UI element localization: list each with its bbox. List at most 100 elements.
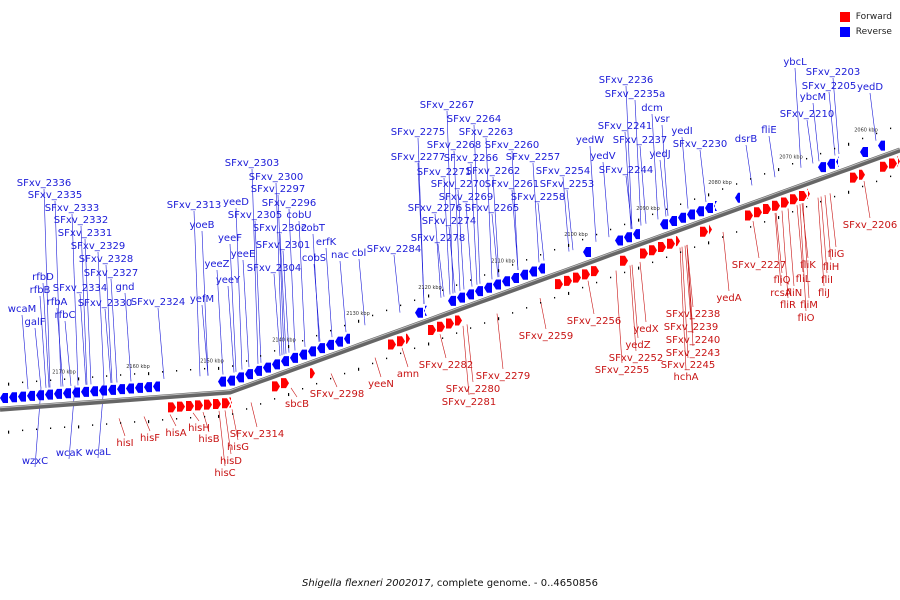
gene-label-sfxv-2261[interactable]: SFxv_2261: [485, 179, 539, 190]
gene-label-sfxv-2302[interactable]: SFxv_2302: [253, 223, 307, 234]
gene-label-sfxv-2277[interactable]: SFxv_2277: [391, 152, 445, 163]
gene-label-sfxv-2255[interactable]: SFxv_2255: [595, 365, 649, 376]
gene-label-sfxv-2210[interactable]: SFxv_2210: [780, 109, 834, 120]
gene-label-sfxv-2237[interactable]: SFxv_2237: [613, 135, 667, 146]
gene-label-yedz[interactable]: yedZ: [625, 340, 650, 351]
gene-label-sfxv-2243[interactable]: SFxv_2243: [666, 348, 720, 359]
gene-label-sfxv-2274[interactable]: SFxv_2274: [422, 216, 476, 227]
gene-label-flih[interactable]: fliH: [823, 262, 840, 273]
gene-label-vsr[interactable]: vsr: [654, 114, 670, 125]
gene-label-sfxv-2245[interactable]: SFxv_2245: [661, 360, 715, 371]
gene-label-hisg[interactable]: hisG: [227, 442, 249, 453]
gene-label-sfxv-2266[interactable]: SFxv_2266: [444, 153, 498, 164]
gene-label-sfxv-2263[interactable]: SFxv_2263: [459, 127, 513, 138]
gene-label-sfxv-2270[interactable]: SFxv_2270: [431, 179, 485, 190]
gene-label-sfxv-2297[interactable]: SFxv_2297: [251, 184, 305, 195]
gene-label-rfbb[interactable]: rfbB: [30, 285, 51, 296]
gene-label-sfxv-2236[interactable]: SFxv_2236: [599, 75, 653, 86]
gene-label-yeez[interactable]: yeeZ: [204, 259, 229, 270]
gene-label-cobu[interactable]: cobU: [286, 210, 311, 221]
gene-label-flig[interactable]: fliG: [828, 249, 845, 260]
gene-label-yeed[interactable]: yeeD: [223, 197, 249, 208]
gene-label-sfxv-2330[interactable]: SFxv_2330: [78, 298, 132, 309]
gene-label-sfxv-2278[interactable]: SFxv_2278: [411, 233, 465, 244]
gene-label-yeey[interactable]: yeeY: [216, 275, 241, 286]
gene-label-flij[interactable]: fliJ: [818, 288, 830, 299]
gene-label-hcha[interactable]: hchA: [673, 372, 698, 383]
gene-label-sfxv-2296[interactable]: SFxv_2296: [262, 198, 316, 209]
gene-label-sfxv-2258[interactable]: SFxv_2258: [511, 192, 565, 203]
gene-label-flik[interactable]: fliK: [800, 260, 816, 271]
gene-label-flio[interactable]: fliO: [798, 313, 815, 324]
gene-label-sfxv-2241[interactable]: SFxv_2241: [598, 121, 652, 132]
gene-label-yeda[interactable]: yedA: [716, 293, 741, 304]
gene-label-hisa[interactable]: hisA: [165, 428, 186, 439]
gene-label-sfxv-2269[interactable]: SFxv_2269: [439, 192, 493, 203]
gene-label-hisf[interactable]: hisF: [140, 433, 160, 444]
gene-label-sfxv-2314[interactable]: SFxv_2314: [230, 429, 284, 440]
gene-label-dcm[interactable]: dcm: [641, 103, 663, 114]
gene-label-sfxv-2313[interactable]: SFxv_2313: [167, 200, 221, 211]
gene-label-sfxv-2254[interactable]: SFxv_2254: [536, 166, 590, 177]
gene-label-sfxv-2257[interactable]: SFxv_2257: [506, 152, 560, 163]
gene-label-sfxv-2260[interactable]: SFxv_2260: [485, 140, 539, 151]
gene-label-sfxv-2333[interactable]: SFxv_2333: [45, 203, 99, 214]
gene-label-sfxv-2256[interactable]: SFxv_2256: [567, 316, 621, 327]
gene-label-sfxv-2301[interactable]: SFxv_2301: [256, 240, 310, 251]
gene-label-hisd[interactable]: hisD: [220, 456, 242, 467]
gene-label-yeef[interactable]: yeeF: [218, 233, 242, 244]
gene-label-wcam[interactable]: wcaM: [8, 304, 36, 315]
gene-label-amn[interactable]: amn: [397, 369, 419, 380]
gene-label-sfxv-2206[interactable]: SFxv_2206: [843, 220, 897, 231]
gene-label-cbl[interactable]: cbl: [352, 248, 367, 259]
gene-label-sfxv-2334[interactable]: SFxv_2334: [53, 283, 107, 294]
gene-label-sfxv-2298[interactable]: SFxv_2298: [310, 389, 364, 400]
gene-label-yedi[interactable]: yedI: [671, 126, 692, 137]
gene-label-sfxv-2332[interactable]: SFxv_2332: [54, 215, 108, 226]
gene-label-flir[interactable]: fliR: [780, 300, 796, 311]
gene-label-rfbc[interactable]: rfbC: [55, 310, 76, 321]
gene-label-ybcm[interactable]: ybcM: [800, 92, 826, 103]
gene-label-cobs[interactable]: cobS: [302, 253, 326, 264]
gene-label-nac[interactable]: nac: [331, 250, 349, 261]
gene-label-rfba[interactable]: rfbA: [47, 297, 68, 308]
gene-label-flim[interactable]: fliM: [800, 300, 818, 311]
gene-label-sfxv-2275[interactable]: SFxv_2275: [391, 127, 445, 138]
gene-label-sfxv-2303[interactable]: SFxv_2303: [225, 158, 279, 169]
gene-label-flin[interactable]: fliN: [786, 288, 803, 299]
gene-label-wcal[interactable]: wcaL: [85, 447, 111, 458]
gene-label-flii[interactable]: fliI: [821, 275, 833, 286]
gene-label-sfxv-2336[interactable]: SFxv_2336: [17, 178, 71, 189]
gene-label-sfxv-2331[interactable]: SFxv_2331: [58, 228, 112, 239]
gene-label-yedj[interactable]: yedJ: [649, 149, 670, 160]
gene-label-sfxv-2253[interactable]: SFxv_2253: [540, 179, 594, 190]
gene-label-yedv[interactable]: yedV: [590, 151, 615, 162]
gene-label-sfxv-2239[interactable]: SFxv_2239: [664, 322, 718, 333]
gene-label-sfxv-2335[interactable]: SFxv_2335: [28, 190, 82, 201]
gene-label-sfxv-2305[interactable]: SFxv_2305: [228, 210, 282, 221]
gene-label-ybcl[interactable]: ybcL: [783, 57, 807, 68]
gene-label-yeen[interactable]: yeeN: [368, 379, 394, 390]
gene-label-sfxv-2259[interactable]: SFxv_2259: [519, 331, 573, 342]
gene-label-yoeb[interactable]: yoeB: [189, 220, 214, 231]
gene-label-sfxv-2227[interactable]: SFxv_2227: [732, 260, 786, 271]
gene-label-flil[interactable]: fliL: [796, 274, 811, 285]
gene-label-sfxv-2235a[interactable]: SFxv_2235a: [605, 89, 666, 100]
gene-label-erfk[interactable]: erfK: [316, 237, 337, 248]
gene-label-sfxv-2271[interactable]: SFxv_2271: [417, 167, 471, 178]
gene-label-sfxv-2328[interactable]: SFxv_2328: [79, 254, 133, 265]
gene-label-wcak[interactable]: wcaK: [56, 448, 83, 459]
gene-label-sfxv-2304[interactable]: SFxv_2304: [247, 263, 301, 274]
gene-label-sfxv-2205[interactable]: SFxv_2205: [802, 81, 856, 92]
gene-label-sfxv-2276[interactable]: SFxv_2276: [408, 203, 462, 214]
gene-label-hisc[interactable]: hisC: [214, 468, 235, 479]
gene-label-sfxv-2284[interactable]: SFxv_2284: [367, 244, 421, 255]
gene-label-sfxv-2329[interactable]: SFxv_2329: [71, 241, 125, 252]
gene-label-rcsa[interactable]: rcsA: [770, 288, 792, 299]
gene-label-sfxv-2203[interactable]: SFxv_2203: [806, 67, 860, 78]
gene-label-sfxv-2327[interactable]: SFxv_2327: [84, 268, 138, 279]
gene-label-sfxv-2265[interactable]: SFxv_2265: [465, 203, 519, 214]
gene-label-sfxv-2238[interactable]: SFxv_2238: [666, 309, 720, 320]
gene-label-sfxv-2244[interactable]: SFxv_2244: [599, 165, 653, 176]
gene-label-yedx[interactable]: yedX: [633, 324, 658, 335]
